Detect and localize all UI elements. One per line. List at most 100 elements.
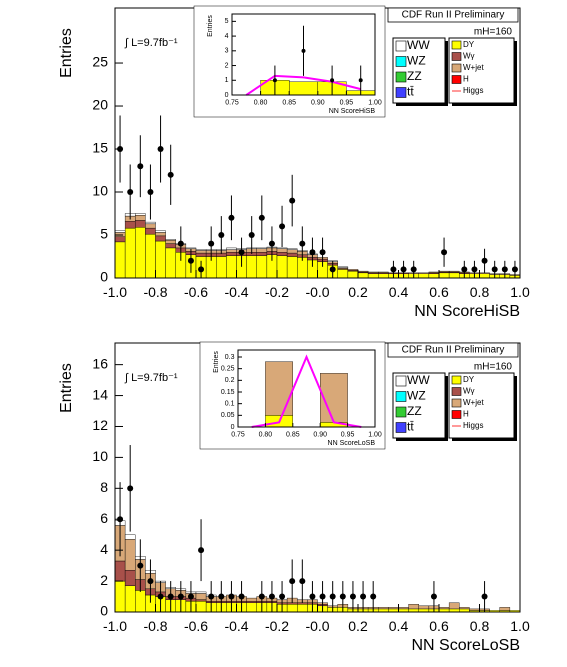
- data-point: [272, 78, 277, 83]
- legend-swatch: [395, 422, 407, 433]
- bar-segment: [165, 239, 176, 241]
- x-axis-title: NN ScoreHiSB: [414, 303, 520, 320]
- bar-segment: [135, 220, 146, 228]
- bar-segment: [155, 230, 166, 233]
- data-point: [501, 266, 508, 273]
- data-point: [177, 240, 184, 247]
- data-point: [309, 593, 316, 600]
- data-point: [329, 593, 336, 600]
- y-tick-label: 25: [92, 54, 108, 70]
- x-tick-label: 0.85: [286, 432, 300, 439]
- data-point: [187, 257, 194, 264]
- bar-segment: [195, 250, 207, 254]
- x-tick-label: -0.6: [184, 284, 208, 300]
- bar-segment: [408, 604, 419, 610]
- data-point: [299, 578, 306, 585]
- y-tick-label: 14: [92, 386, 108, 402]
- x-tick-label: -1.0: [103, 618, 127, 634]
- bar-segment: [459, 607, 470, 610]
- y-axis-title: Entries: [58, 363, 75, 413]
- legend-swatch: [451, 375, 462, 385]
- x-tick-label: 0.75: [225, 100, 239, 107]
- data-point: [511, 266, 518, 273]
- bar-segment: [114, 560, 126, 582]
- bar-segment: [145, 221, 156, 225]
- y-tick-label: 4: [100, 541, 108, 557]
- y-tick-label: 0: [100, 269, 108, 285]
- legend-label: Wγ: [463, 387, 475, 396]
- bar-segment: [124, 539, 136, 571]
- data-point: [187, 593, 194, 600]
- data-point: [258, 214, 265, 221]
- data-point: [157, 146, 164, 153]
- bar-segment: [286, 252, 298, 257]
- legend-label: DY: [463, 375, 475, 384]
- data-point: [400, 266, 407, 273]
- legend-label: Higgs: [463, 86, 483, 95]
- x-tick-label: -0.6: [184, 618, 208, 634]
- lumi-label: ∫ L=9.7fb⁻¹: [124, 37, 178, 49]
- data-point: [258, 593, 265, 600]
- bar-segment: [398, 607, 409, 610]
- legend-swatch: [395, 40, 407, 52]
- bar-segment: [297, 602, 308, 605]
- bar-segment: [155, 240, 166, 279]
- bar-segment: [195, 593, 207, 600]
- bar-segment: [135, 213, 146, 216]
- data-point: [127, 189, 134, 196]
- data-point: [339, 593, 346, 600]
- bar-segment: [428, 273, 440, 279]
- data-point: [137, 562, 144, 569]
- x-tick-label: 0.8: [470, 618, 490, 634]
- legend-swatch: [451, 52, 462, 61]
- bar-segment: [337, 266, 349, 268]
- x-axis-title: NN ScoreHiSB: [329, 108, 376, 115]
- bar-segment: [135, 590, 146, 613]
- bar-segment: [165, 239, 176, 244]
- bar-segment: [286, 602, 298, 605]
- data-point: [218, 232, 225, 239]
- bar-segment: [297, 604, 308, 613]
- data-point: [198, 266, 205, 273]
- bar-segment: [124, 221, 136, 229]
- data-point: [481, 257, 488, 264]
- y-axis-title: Entries: [213, 351, 220, 373]
- plot-frame: [231, 13, 376, 96]
- legend-label: DY: [463, 40, 475, 49]
- bar-segment: [165, 243, 176, 249]
- mass-label: mH=160: [474, 362, 513, 373]
- title-box: [387, 7, 519, 23]
- data-point: [137, 163, 144, 170]
- bar-segment: [145, 223, 156, 229]
- legend-swatch: [395, 87, 407, 98]
- bar-segment: [256, 248, 268, 253]
- x-tick-label: 0.2: [348, 284, 368, 300]
- bar-segment: [124, 570, 136, 586]
- x-axis-title: NN ScoreLoSB: [412, 637, 521, 654]
- data-point: [177, 593, 184, 600]
- legend-label: WW: [407, 373, 430, 387]
- bar-segment: [114, 241, 126, 279]
- bar-segment: [246, 597, 257, 602]
- bar-segment: [135, 227, 146, 279]
- data-point: [330, 78, 335, 83]
- data-point: [430, 593, 437, 600]
- y-axis-title: Entries: [207, 15, 214, 37]
- data-point: [268, 240, 275, 247]
- bar-segment: [448, 272, 460, 279]
- y-tick-label: 0: [225, 92, 229, 99]
- data-point: [299, 240, 306, 247]
- data-point: [167, 593, 174, 600]
- data-point: [410, 266, 417, 273]
- bar-segment: [289, 81, 319, 96]
- legend-swatch: [395, 56, 407, 67]
- data-point: [289, 197, 296, 204]
- legend-swatch: [395, 375, 407, 387]
- bar-segment: [286, 256, 298, 279]
- bar-segment: [347, 269, 359, 271]
- bar-segment: [256, 247, 268, 249]
- data-point: [279, 223, 286, 230]
- data-point: [360, 593, 367, 600]
- signal-line: [245, 74, 361, 96]
- bar-segment: [145, 233, 156, 279]
